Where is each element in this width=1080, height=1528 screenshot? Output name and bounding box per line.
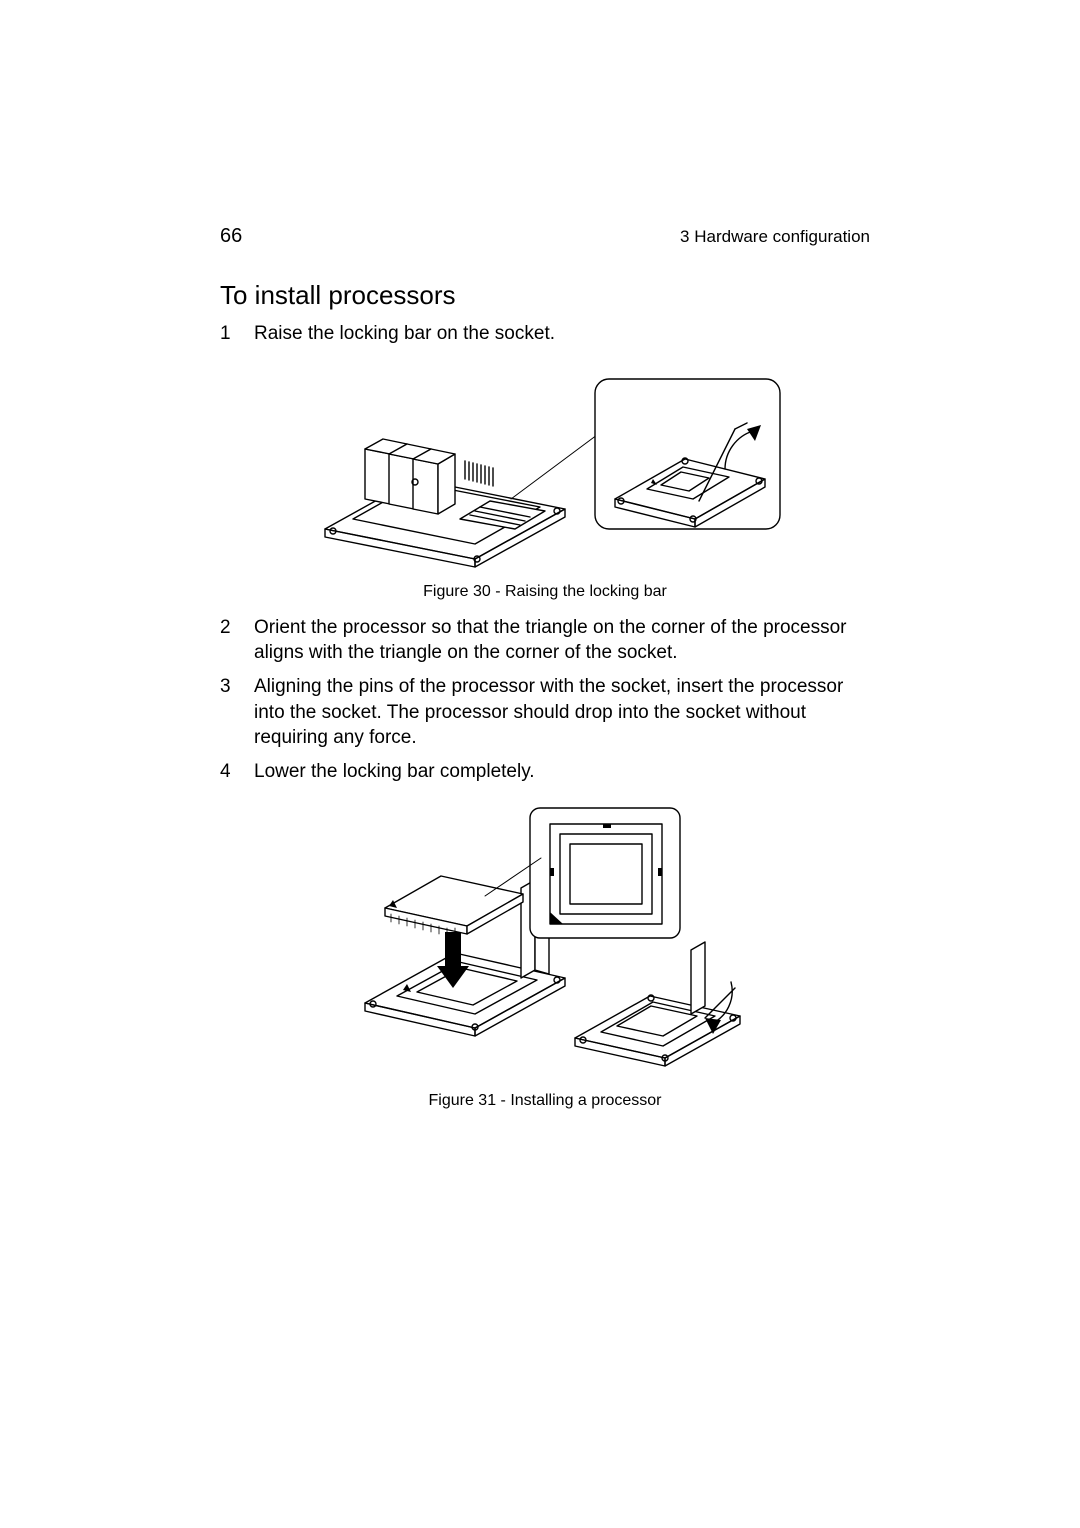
step-text: Lower the locking bar completely. (254, 759, 535, 785)
figure-30: Figure 30 - Raising the locking bar (220, 359, 870, 601)
step-number: 3 (220, 674, 254, 700)
figure-caption: Figure 31 - Installing a processor (220, 1092, 870, 1110)
step-number: 4 (220, 759, 254, 785)
step-number: 2 (220, 615, 254, 641)
figure-31: Figure 31 - Installing a processor (220, 798, 870, 1110)
chapter-title: 3 Hardware configuration (680, 227, 870, 247)
section-title: To install processors (220, 280, 870, 311)
step-text: Aligning the pins of the processor with … (254, 674, 870, 751)
page-header: 66 3 Hardware configuration (220, 225, 870, 248)
step-text: Orient the processor so that the triangl… (254, 615, 870, 666)
step-4: 4 Lower the locking bar completely. (220, 759, 870, 785)
page: 66 3 Hardware configuration To install p… (0, 0, 1080, 1528)
step-text: Raise the locking bar on the socket. (254, 321, 555, 347)
step-1: 1 Raise the locking bar on the socket. (220, 321, 870, 347)
raising-locking-bar-icon (295, 359, 795, 569)
step-2: 2 Orient the processor so that the trian… (220, 615, 870, 666)
steps-list: 1 Raise the locking bar on the socket. (220, 321, 870, 1110)
step-number: 1 (220, 321, 254, 347)
page-number: 66 (220, 225, 242, 248)
figure-caption: Figure 30 - Raising the locking bar (220, 583, 870, 601)
installing-processor-icon (325, 798, 765, 1078)
step-3: 3 Aligning the pins of the processor wit… (220, 674, 870, 751)
